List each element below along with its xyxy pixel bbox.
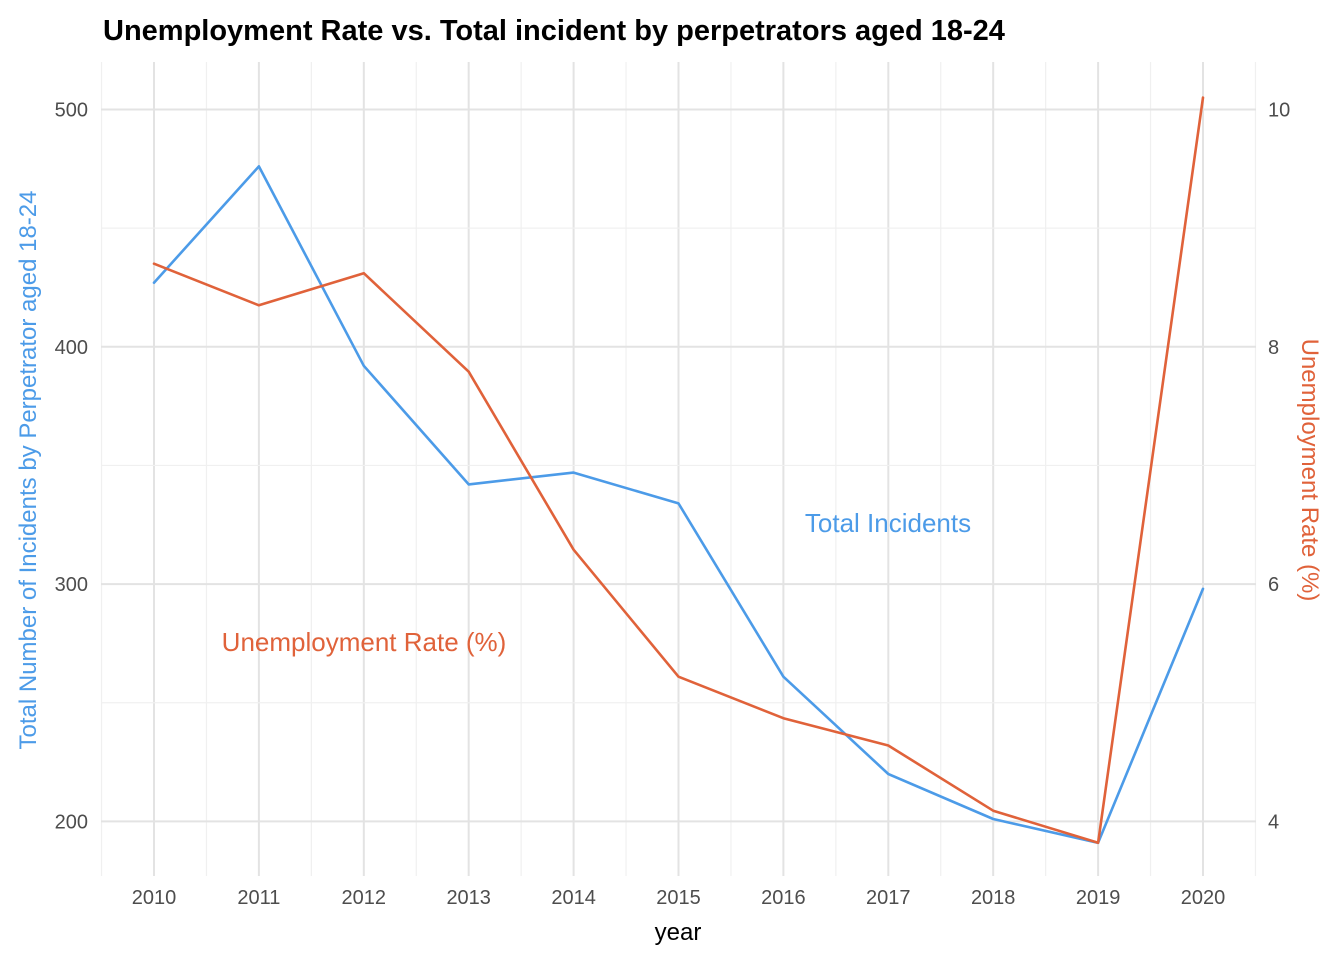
y-left-tick-label: 500 xyxy=(55,99,88,121)
series-line-unemployment-rate xyxy=(152,96,1205,845)
y-right-tick-label: 8 xyxy=(1268,337,1279,359)
grid-layer xyxy=(100,62,1257,876)
series-line-total-incidents xyxy=(152,165,1205,845)
x-tick-label: 2011 xyxy=(237,887,280,909)
y-right-tick-label: 4 xyxy=(1268,811,1279,833)
chart-title: Unemployment Rate vs. Total incident by … xyxy=(103,15,1005,47)
annotation-total-incidents: Total Incidents xyxy=(805,508,971,538)
x-tick-label: 2015 xyxy=(656,887,701,909)
x-tick-label: 2017 xyxy=(866,887,911,909)
y-left-tick-label: 200 xyxy=(55,811,88,833)
x-tick-label: 2018 xyxy=(971,887,1016,909)
x-tick-label: 2020 xyxy=(1181,887,1226,909)
x-tick-label: 2013 xyxy=(446,887,491,909)
y-left-tick-label: 400 xyxy=(55,337,88,359)
x-tick-label: 2016 xyxy=(761,887,806,909)
lines-layer xyxy=(152,96,1205,845)
x-tick-label: 2012 xyxy=(342,887,387,909)
y-right-tick-label: 6 xyxy=(1268,574,1279,596)
y-axis-right-title: Unemployment Rate (%) xyxy=(1296,339,1323,602)
y-axis-left-title: Total Number of Incidents by Perpetrator… xyxy=(15,191,42,750)
x-tick-label: 2014 xyxy=(551,887,596,909)
x-axis-title: year xyxy=(655,919,702,946)
x-tick-label: 2010 xyxy=(132,887,177,909)
y-left-tick-label: 300 xyxy=(55,574,88,596)
ticks-layer: 2010 2011 2012 2013 2014 2015 2016 2017 2018 2019… xyxy=(55,99,1291,909)
y-right-tick-label: 10 xyxy=(1268,99,1290,121)
x-tick-label: 2019 xyxy=(1076,887,1121,909)
annotation-unemployment-rate: Unemployment Rate (%) xyxy=(222,627,507,657)
